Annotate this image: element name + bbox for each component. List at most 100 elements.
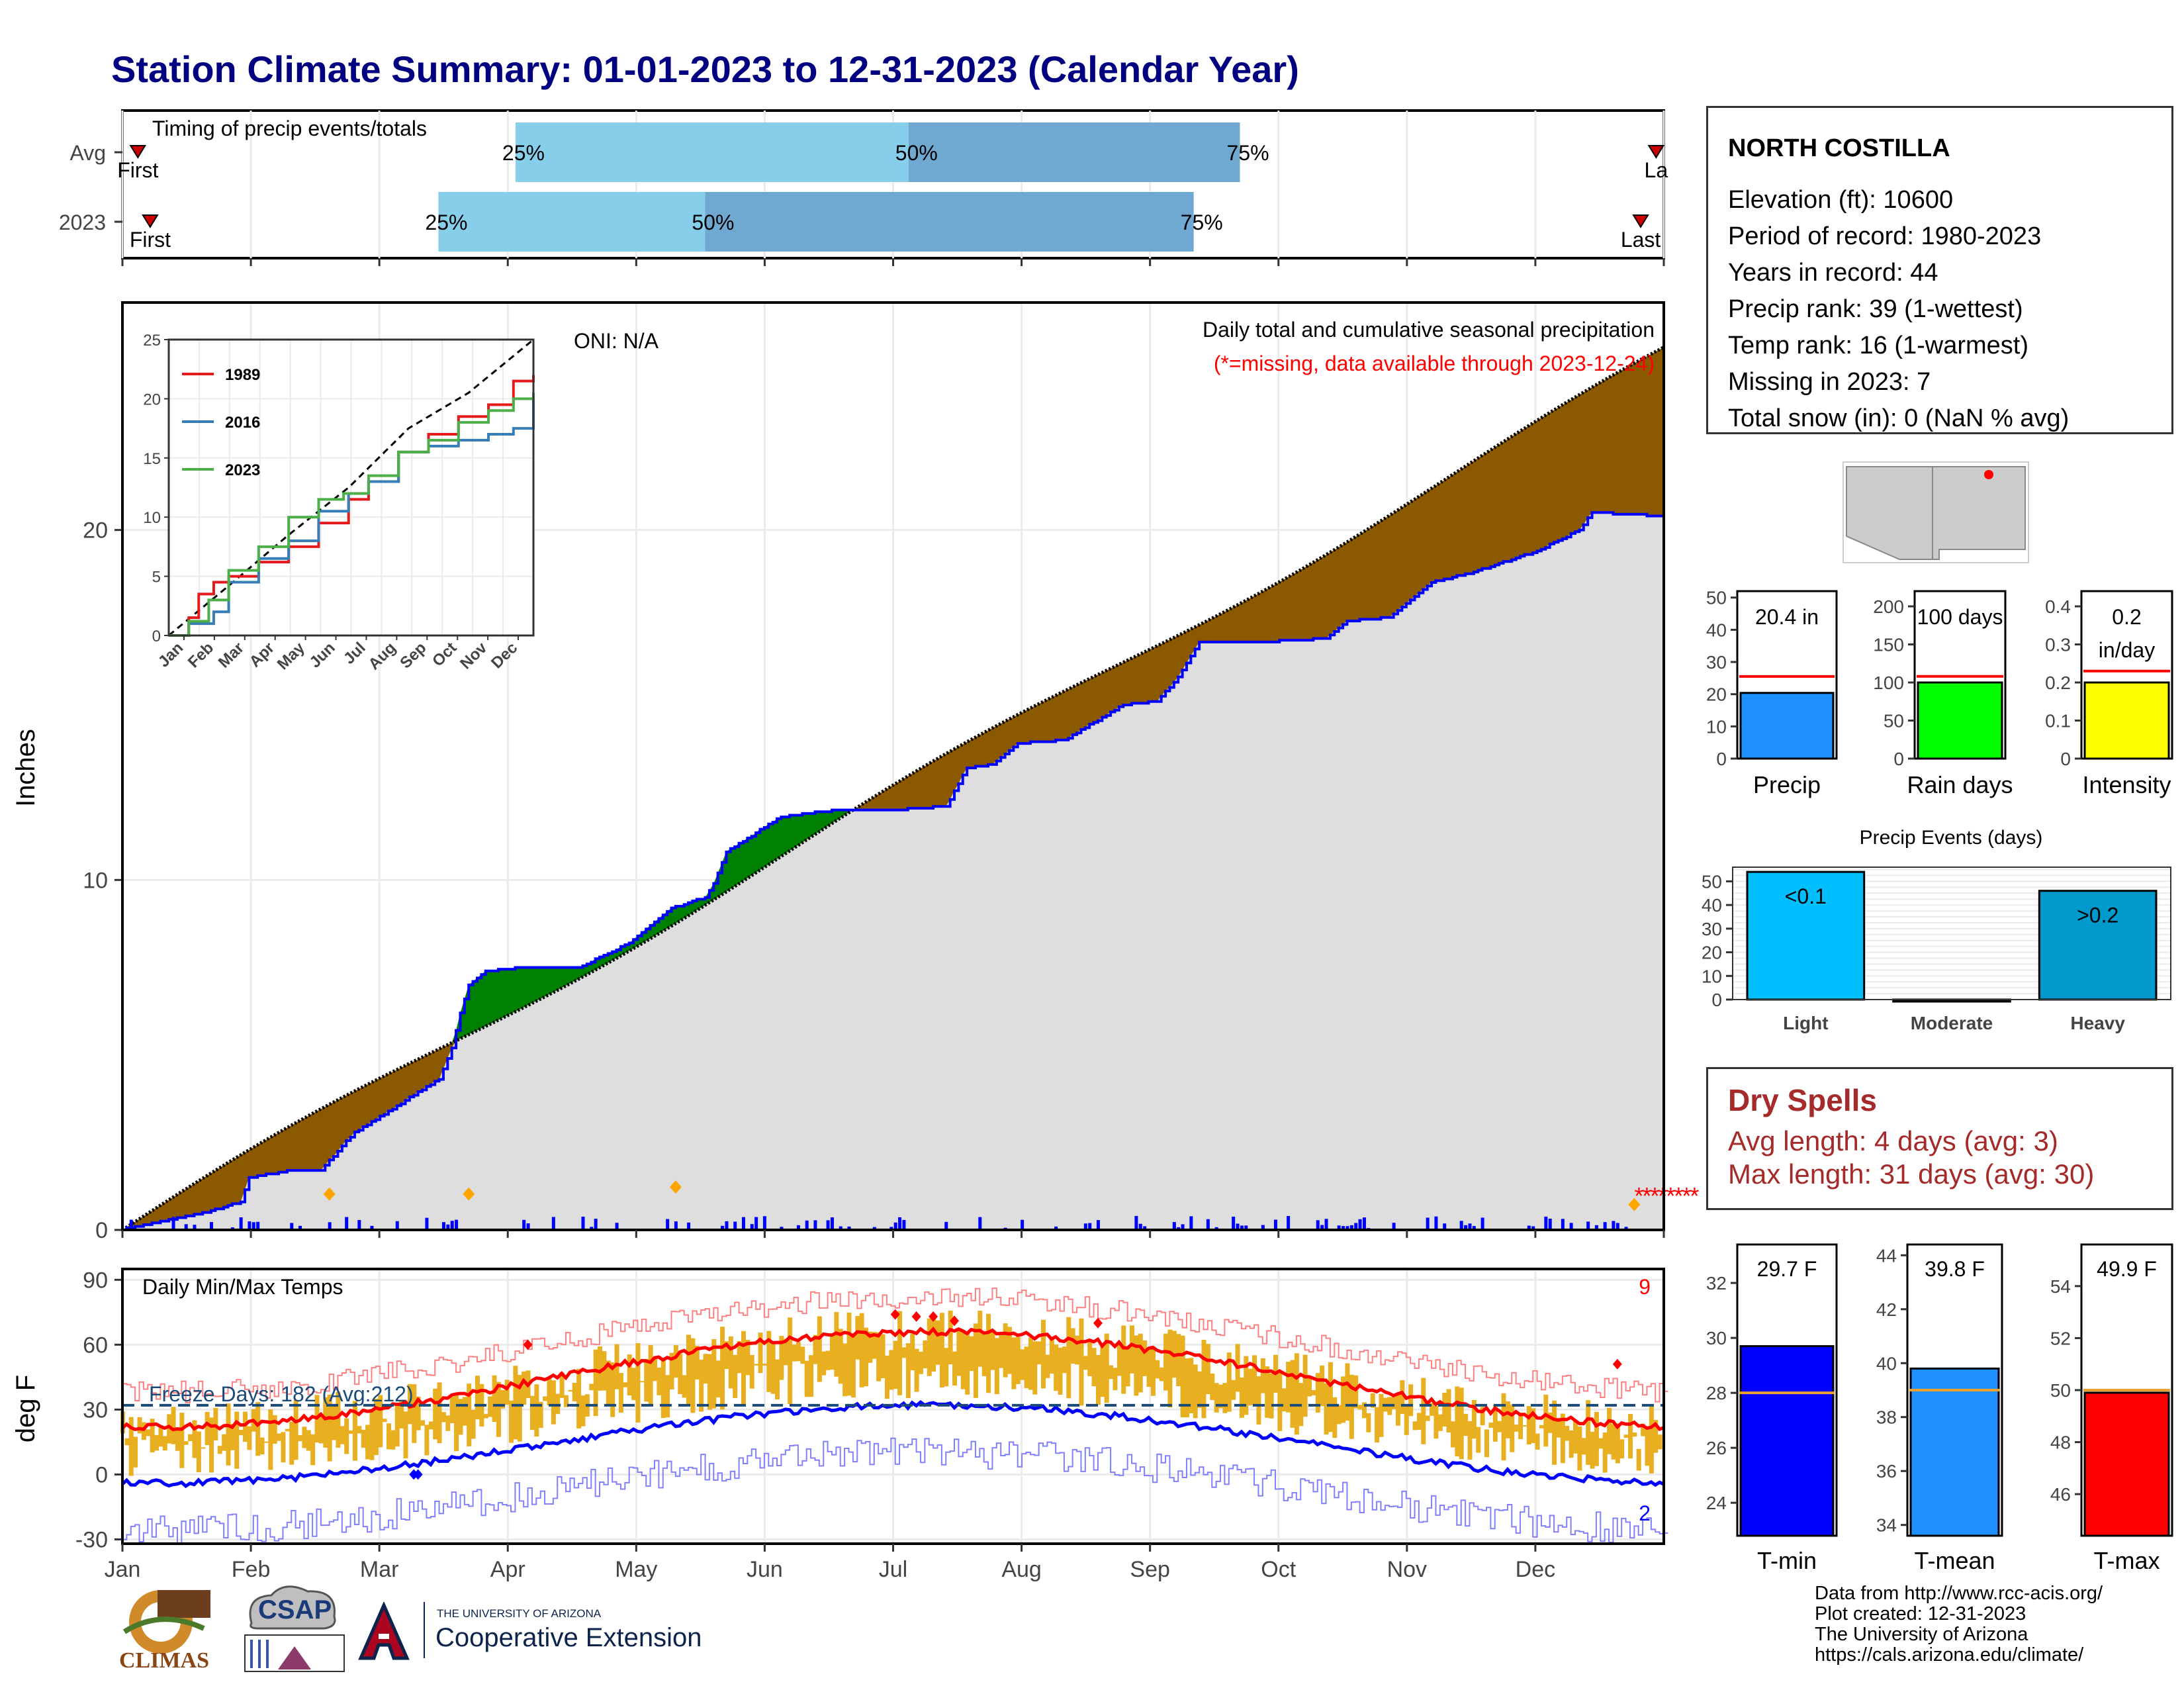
temp-daily-bar	[340, 1426, 345, 1444]
events-ytick-label: 20	[1702, 943, 1722, 963]
temp-panel-label: Daily Min/Max Temps	[142, 1275, 343, 1299]
precip-daily-bar	[1083, 1223, 1087, 1230]
temp-daily-bar	[673, 1345, 678, 1378]
temp-daily-bar	[1286, 1362, 1291, 1413]
temp-daily-bar	[277, 1433, 282, 1441]
station-location-marker	[1984, 470, 1993, 479]
temp-daily-bar	[1586, 1400, 1591, 1465]
precip-daily-bar	[248, 1221, 251, 1230]
temp-daily-bar	[1476, 1427, 1481, 1453]
inset-ytick-label: 10	[143, 509, 161, 527]
precip-daily-bar	[450, 1221, 454, 1230]
precip-ylabel: Inches	[11, 729, 40, 807]
temp-daily-bar	[1176, 1334, 1181, 1387]
temp-daily-bar	[255, 1402, 261, 1456]
footer-line: Plot created: 12-31-2023	[1815, 1603, 2026, 1624]
precip-daily-bar	[1181, 1224, 1185, 1230]
temp-daily-bar	[529, 1395, 535, 1430]
temp-daily-bar	[1442, 1392, 1447, 1427]
dry-spells-box: Dry Spells Avg length: 4 days (avg: 3) M…	[1706, 1067, 2173, 1210]
temp-daily-bar	[703, 1354, 708, 1384]
mini-bar-ytick-label: 30	[1706, 652, 1727, 673]
temp-bar-ytick-label: 46	[2050, 1484, 2071, 1505]
timing-row-label: 2023	[59, 211, 106, 234]
temp-daily-bar	[1547, 1412, 1553, 1433]
temp-daily-bar	[175, 1429, 180, 1451]
temp-daily-bar	[665, 1375, 670, 1418]
precip-daily-bar	[666, 1219, 670, 1230]
temp-daily-bar	[428, 1421, 433, 1430]
month-label: Jan	[105, 1557, 141, 1582]
temp-daily-bar	[593, 1349, 598, 1417]
temp-daily-bar	[699, 1360, 704, 1412]
temp-daily-bar	[1184, 1358, 1189, 1418]
inset-legend-label: 2016	[225, 414, 260, 432]
temp-daily-bar	[796, 1342, 801, 1362]
dry-spells-avg: Avg length: 4 days (avg: 3)	[1728, 1125, 2058, 1156]
climas-logo: CLIMAS	[111, 1582, 217, 1678]
precip-daily-bar	[1349, 1225, 1353, 1230]
temp-daily-bar	[1028, 1337, 1033, 1390]
precip-daily-bar	[1189, 1216, 1193, 1230]
station-missing: Missing in 2023: 7	[1728, 368, 1931, 396]
temp-daily-bar	[1075, 1335, 1080, 1365]
temp-daily-bar	[1400, 1380, 1405, 1414]
temp-daily-bar	[935, 1320, 940, 1365]
temp-daily-bar	[792, 1344, 797, 1362]
precip-daily-bar	[441, 1222, 445, 1230]
temp-daily-bar	[842, 1343, 848, 1397]
timing-last-label: Last	[1621, 228, 1661, 252]
temp-record-high-marker	[1093, 1317, 1103, 1329]
precip-daily-bar	[1480, 1217, 1484, 1230]
precip-daily-bar	[813, 1220, 817, 1230]
temp-daily-bar	[715, 1360, 721, 1398]
temp-daily-bar	[1315, 1373, 1320, 1413]
temp-daily-bar	[1488, 1422, 1494, 1428]
temp-daily-bar	[1307, 1377, 1312, 1397]
temp-daily-bar	[1514, 1425, 1519, 1432]
temp-daily-bar	[927, 1318, 932, 1376]
events-category-label: Light	[1783, 1013, 1828, 1033]
precip-daily-bar	[1362, 1217, 1366, 1230]
temp-daily-bar	[1116, 1344, 1122, 1376]
temp-daily-bar	[1421, 1378, 1426, 1444]
mini-bar-value-text: 20.4 in	[1755, 605, 1819, 629]
temp-daily-bar	[910, 1333, 915, 1371]
mini-bar-ytick-label: 50	[1884, 711, 1904, 731]
csap-logo: CSAP	[232, 1577, 351, 1683]
temp-daily-bar	[1526, 1406, 1531, 1445]
mini-bar-ytick-label: 0	[1716, 749, 1727, 769]
events-bar-label: <0.1	[1785, 884, 1827, 908]
temp-daily-bar	[639, 1381, 645, 1383]
dry-spells-title: Dry Spells	[1728, 1083, 1877, 1117]
mini-bar-ytick-label: 200	[1873, 596, 1904, 617]
precip-missing-marker: *	[1634, 1182, 1643, 1209]
temp-daily-bar	[1138, 1333, 1143, 1393]
precip-daily-bar	[239, 1217, 243, 1230]
mini-bar-ytick-label: 100	[1873, 673, 1904, 693]
precip-daily-bar	[733, 1221, 737, 1230]
temp-daily-bar	[846, 1312, 852, 1396]
temp-daily-bar	[1226, 1352, 1232, 1412]
temp-daily-bar	[1066, 1317, 1071, 1399]
temp-daily-bar	[889, 1350, 894, 1390]
state-map	[1843, 461, 2029, 563]
inset-ytick-label: 15	[143, 450, 161, 468]
temp-daily-bar	[1522, 1425, 1527, 1427]
temp-daily-bar	[1480, 1407, 1485, 1426]
timing-first-label: First	[117, 158, 158, 182]
temp-daily-bar	[496, 1382, 501, 1437]
temp-daily-bar	[1471, 1399, 1477, 1439]
temp-daily-bar	[707, 1354, 712, 1410]
events-ytick-label: 50	[1702, 871, 1722, 892]
temp-daily-bar	[1281, 1388, 1287, 1411]
precip-daily-bar	[1544, 1216, 1548, 1230]
temp-daily-bar	[475, 1376, 480, 1420]
precip-missing-marker: *	[1650, 1182, 1659, 1209]
temp-ytick-label: 30	[83, 1397, 108, 1423]
precip-daily-bar	[171, 1217, 175, 1230]
temp-daily-bar	[318, 1416, 324, 1444]
precip-daily-bar	[847, 1226, 851, 1230]
temp-daily-bar	[657, 1367, 662, 1395]
inset-ytick-label: 5	[152, 569, 161, 586]
